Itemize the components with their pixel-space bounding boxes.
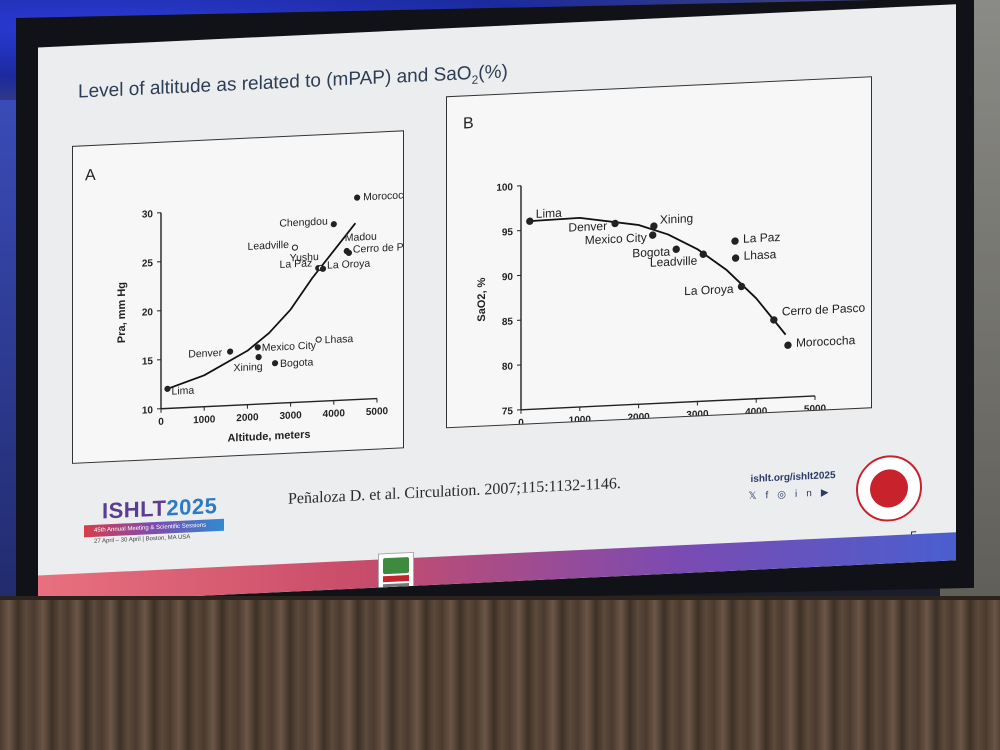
data-point	[354, 194, 361, 201]
data-point	[611, 219, 619, 228]
y-axis-title: Pra, mm Hg	[116, 282, 128, 344]
x-tick-label: 2000	[627, 412, 650, 424]
data-point	[526, 217, 534, 225]
y-tick-label: 10	[142, 405, 154, 417]
data-point	[254, 344, 261, 351]
x-tick-label: 2000	[236, 412, 259, 424]
point-label: Chengdou	[279, 215, 328, 229]
data-point	[649, 231, 657, 239]
point-label: Bogota	[632, 245, 670, 261]
point-label: Cerro de Pasco	[782, 301, 866, 319]
fit-curve	[529, 217, 787, 336]
data-point	[255, 353, 262, 361]
x-tick-label: 4000	[323, 408, 346, 420]
point-label: Lhasa	[325, 333, 354, 346]
ishlt-logo: ISHLT2025 45th Annual Meeting & Scientif…	[84, 489, 224, 556]
x-axis-line	[161, 397, 377, 410]
data-point	[731, 254, 740, 262]
point-label: Lima	[171, 385, 194, 398]
chart-panel-a: A 0 1000 2000 3000 4000 5000 10 15 20 25 30 Altitud…	[72, 130, 404, 464]
point-label: Bogota	[280, 356, 313, 370]
point-label: Lhasa	[744, 247, 777, 263]
social-url: ishlt.org/ishlt2025	[750, 469, 836, 485]
y-tick-label: 100	[496, 182, 513, 194]
data-point	[672, 245, 680, 253]
point-label: Morococha	[363, 189, 403, 203]
x-tick-label: 1000	[569, 414, 592, 426]
x-icon: 𝕏	[748, 490, 766, 503]
data-point	[737, 282, 746, 291]
slide: Level of altitude as related to (mPAP) a…	[38, 4, 956, 604]
data-point	[330, 221, 337, 228]
data-point	[345, 249, 353, 256]
x-tick-label: 3000	[686, 409, 709, 421]
data-point	[315, 336, 322, 343]
y-tick-label: 90	[502, 272, 514, 284]
point-label: La Oroya	[684, 282, 734, 298]
panel-letter-a: A	[85, 167, 96, 185]
point-label: Yushu	[290, 251, 319, 264]
data-point	[784, 341, 792, 349]
y-axis-title: SaO2, %	[476, 277, 488, 322]
point-label: La Paz	[280, 257, 313, 271]
linkedin-icon: in	[795, 487, 821, 500]
society-seal-icon	[856, 453, 922, 523]
data-point	[291, 244, 299, 251]
facebook-icon: f	[765, 489, 778, 502]
point-label: Morococha	[796, 333, 856, 350]
x-tick-label: 5000	[366, 406, 389, 418]
point-label: Xining	[660, 211, 693, 227]
point-label: Mexico City	[585, 230, 647, 247]
x-axis-line	[521, 395, 815, 411]
point-label: Leadville	[650, 254, 698, 270]
projection-screen-frame: Level of altitude as related to (mPAP) a…	[16, 0, 974, 609]
instagram-icon: ◎	[777, 488, 796, 501]
point-label: Denver	[568, 219, 607, 235]
x-tick-label: 1000	[193, 414, 216, 426]
chart-a-svg: A 0 1000 2000 3000 4000 5000 10 15 20 25 30 Altitud…	[85, 167, 403, 445]
point-label: La Paz	[743, 230, 780, 246]
point-label: Lima	[536, 206, 562, 221]
y-tick-label: 25	[142, 258, 154, 270]
fit-curve	[167, 222, 357, 390]
data-point	[650, 222, 658, 230]
stage-curtain	[0, 600, 1000, 750]
y-tick-label: 20	[142, 307, 154, 319]
point-label: Mexico City	[262, 340, 317, 355]
x-tick-label: 5000	[804, 403, 827, 415]
social-icons: 𝕏f◎in▶	[738, 486, 848, 502]
y-tick-label: 95	[502, 227, 514, 239]
point-label: Madou	[345, 231, 377, 245]
data-point	[271, 360, 279, 367]
y-tick-label: 75	[502, 406, 514, 418]
slide-title: Level of altitude as related to (mPAP) a…	[78, 61, 508, 103]
point-label: La Oroya	[327, 258, 370, 272]
data-point	[770, 316, 778, 324]
data-point	[164, 385, 171, 392]
y-tick-label: 30	[142, 209, 154, 221]
x-axis-title: Altitude, meters	[227, 429, 310, 445]
chart-panel-b: B 0100020003000400050007580859095100Alti…	[446, 76, 872, 429]
y-tick-label: 15	[142, 356, 154, 368]
x-tick-label: 4000	[745, 406, 768, 418]
point-label: Cerro de Pasco	[353, 240, 403, 255]
x-tick-label: 3000	[279, 410, 302, 422]
y-tick-label: 85	[502, 317, 514, 329]
data-point	[227, 348, 234, 355]
panel-letter-b: B	[463, 115, 474, 132]
x-tick-label: 0	[518, 418, 524, 428]
point-label: Xining	[233, 361, 262, 374]
point-label: Denver	[188, 347, 222, 361]
institute-emblem-icon	[378, 551, 414, 600]
y-tick-label: 80	[502, 361, 514, 373]
chart-b-svg: B 0100020003000400050007580859095100Alti…	[463, 115, 866, 428]
data-point	[319, 265, 327, 272]
data-point	[731, 237, 739, 245]
citation: Peñaloza D. et al. Circulation. 2007;115…	[288, 475, 621, 508]
point-label: Leadville	[247, 239, 289, 253]
youtube-icon: ▶	[820, 486, 838, 499]
social-block: ishlt.org/ishlt2025 𝕏f◎in▶	[738, 469, 848, 502]
data-point	[699, 250, 707, 258]
x-tick-label: 0	[158, 417, 164, 428]
